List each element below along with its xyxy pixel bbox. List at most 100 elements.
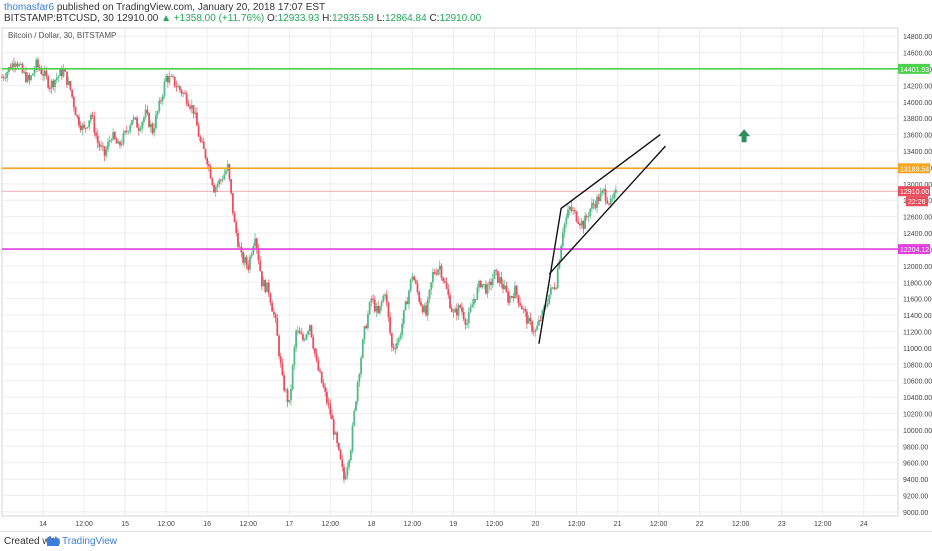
candle-body bbox=[28, 74, 31, 81]
candle-body bbox=[190, 104, 193, 109]
price-chart[interactable]: 9000.00 9200.00 9400.00 9600.00 9800.00 10000… bbox=[0, 0, 932, 531]
candle-body bbox=[262, 280, 265, 287]
candle bbox=[108, 135, 111, 147]
candle-body bbox=[538, 320, 540, 326]
candle-body bbox=[90, 114, 92, 121]
candle bbox=[496, 270, 499, 284]
candle bbox=[385, 290, 388, 307]
candle-body bbox=[219, 179, 222, 181]
candle-body bbox=[510, 296, 513, 297]
candle bbox=[399, 332, 402, 341]
candle-body bbox=[146, 109, 149, 114]
candle-body bbox=[48, 87, 51, 89]
candle bbox=[348, 459, 351, 471]
candle bbox=[209, 164, 212, 179]
candle-body bbox=[218, 179, 221, 185]
candle bbox=[55, 72, 58, 84]
tradingview-brand[interactable]: TradingView bbox=[62, 536, 118, 547]
candle bbox=[60, 65, 63, 81]
candle-body bbox=[341, 459, 344, 467]
candle bbox=[33, 66, 36, 78]
candle-body bbox=[264, 280, 267, 292]
y-tick-label: 12400.00 bbox=[903, 231, 932, 238]
candle bbox=[78, 114, 80, 129]
candle-body bbox=[170, 76, 173, 77]
candle-body bbox=[485, 284, 487, 294]
candle-body bbox=[500, 277, 503, 284]
candle bbox=[47, 74, 50, 90]
candle-body bbox=[211, 178, 214, 185]
candle-body bbox=[83, 124, 85, 129]
candle bbox=[378, 305, 381, 316]
candle bbox=[255, 237, 258, 254]
candle bbox=[249, 254, 251, 274]
candle bbox=[592, 199, 595, 210]
candle bbox=[401, 318, 404, 340]
candle bbox=[110, 137, 113, 144]
candle-body bbox=[384, 294, 386, 296]
candle-body bbox=[88, 120, 91, 128]
close-label: C: bbox=[429, 13, 440, 24]
candle bbox=[556, 263, 559, 290]
author-link[interactable]: thomasfar6 bbox=[4, 2, 55, 13]
candle-body bbox=[204, 148, 207, 159]
candle-body bbox=[279, 356, 282, 364]
candle-body bbox=[255, 238, 258, 249]
candle-body bbox=[426, 299, 429, 316]
candle-body bbox=[445, 282, 448, 289]
candle bbox=[442, 276, 445, 284]
candle-body bbox=[346, 466, 349, 476]
candle-body bbox=[60, 69, 63, 77]
candle-body bbox=[565, 217, 568, 224]
candle-body bbox=[252, 245, 255, 255]
low-label: L: bbox=[376, 13, 385, 24]
candle bbox=[572, 207, 575, 215]
published-text: published on TradingView.com, January 20… bbox=[56, 2, 326, 13]
candle-body bbox=[225, 170, 227, 175]
candle bbox=[349, 448, 352, 463]
candle bbox=[247, 260, 250, 273]
candle bbox=[43, 65, 46, 81]
candle-body bbox=[580, 220, 583, 226]
candle bbox=[218, 177, 221, 189]
candle-body bbox=[91, 114, 94, 117]
candle bbox=[355, 400, 357, 412]
candle bbox=[344, 471, 347, 481]
candle bbox=[485, 280, 487, 295]
candle-body bbox=[452, 311, 455, 313]
countdown-badge bbox=[906, 196, 928, 207]
candle bbox=[269, 292, 272, 306]
candle bbox=[178, 85, 181, 93]
candle bbox=[526, 308, 528, 329]
candle bbox=[531, 319, 533, 335]
y-tick-label: 10800.00 bbox=[903, 362, 932, 369]
candle-body bbox=[214, 186, 217, 193]
candle bbox=[187, 99, 190, 108]
candle-body bbox=[31, 73, 34, 76]
candle-body bbox=[409, 279, 412, 291]
candle bbox=[182, 91, 185, 98]
level-price-tag bbox=[898, 186, 930, 197]
candle-body bbox=[25, 72, 27, 83]
candle-body bbox=[274, 314, 277, 319]
candle bbox=[129, 122, 132, 135]
candle bbox=[300, 327, 303, 335]
candle bbox=[274, 312, 277, 324]
candle bbox=[360, 355, 362, 378]
candle bbox=[303, 337, 306, 342]
candle bbox=[143, 115, 145, 126]
candle-body bbox=[382, 295, 385, 302]
candle bbox=[278, 333, 280, 360]
candle-body bbox=[182, 92, 185, 94]
candle-body bbox=[512, 296, 515, 299]
candle-body bbox=[120, 143, 123, 146]
candle-body bbox=[153, 128, 156, 134]
x-tick-label: 23 bbox=[778, 521, 786, 528]
candle bbox=[293, 344, 296, 371]
candle bbox=[486, 282, 489, 298]
candle-body bbox=[238, 246, 241, 248]
candle-body bbox=[507, 291, 510, 303]
candle bbox=[331, 409, 333, 420]
candle-body bbox=[319, 370, 321, 372]
candle-body bbox=[601, 190, 604, 193]
